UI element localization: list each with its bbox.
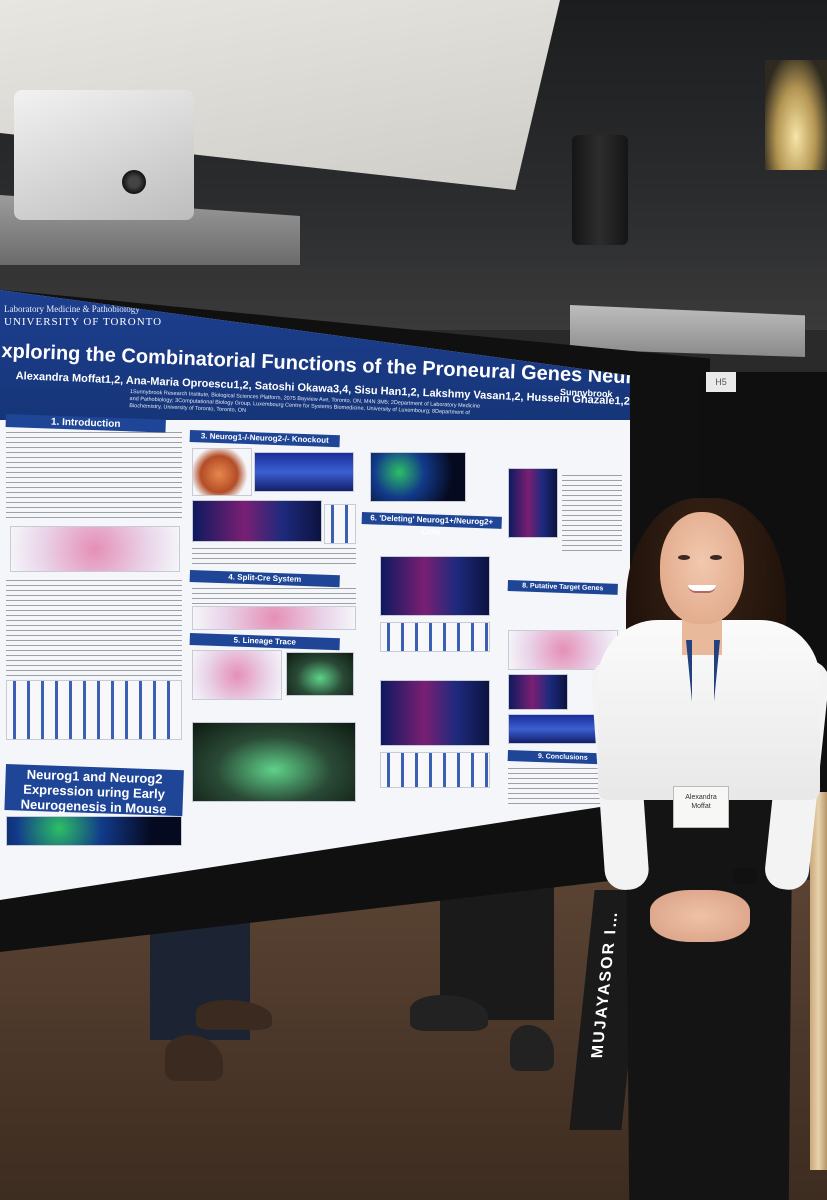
poster-department: Laboratory Medicine & Pathobiology xyxy=(4,304,140,314)
panel-right-top xyxy=(508,468,558,538)
right-column-text xyxy=(562,475,622,555)
cell-image-top xyxy=(370,452,466,502)
section-knockout: 3. Neurog1-/-Neurog2-/- Knockout xyxy=(189,430,340,448)
shoe-left xyxy=(165,1035,223,1081)
knockout-bar-chart xyxy=(324,504,356,544)
person-eye-right xyxy=(710,555,722,560)
projector xyxy=(14,90,194,220)
shoe-left-2 xyxy=(196,1000,272,1030)
knockout-embryo-image xyxy=(192,448,252,496)
expression-images xyxy=(6,816,182,846)
section-lineage-trace: 5. Lineage Trace xyxy=(189,633,340,651)
person-face xyxy=(660,512,744,624)
board-number-tag: H5 xyxy=(706,372,736,392)
sponsor-logo: Sunnybrook xyxy=(559,386,613,400)
shoe-right-2 xyxy=(510,1025,554,1071)
deleting-panels-b xyxy=(380,680,490,746)
section-target-genes: 8. Putative Target Genes xyxy=(507,580,618,595)
person-hands xyxy=(650,890,750,942)
section-expression: Neurog1 and Neurog2 Expression uring Ear… xyxy=(4,764,184,817)
lineage-panels xyxy=(192,722,356,802)
shoe-right xyxy=(410,995,488,1031)
intro-diagram xyxy=(10,526,180,572)
target-genes-stain xyxy=(508,674,568,710)
section-split-cre: 4. Split-Cre System xyxy=(189,570,340,588)
ceiling-speaker xyxy=(572,135,628,245)
smartwatch xyxy=(733,868,757,884)
projector-lens xyxy=(122,170,146,194)
intro-text-2 xyxy=(6,580,182,680)
deleting-bar-charts xyxy=(380,622,490,652)
lineage-construct-diagram xyxy=(192,650,282,700)
intro-neurogenesis-diagram xyxy=(6,680,182,740)
split-cre-diagram xyxy=(192,606,356,630)
badge-last-name: Moffat xyxy=(691,803,711,810)
knockout-caption xyxy=(192,548,356,566)
name-badge: Alexandra Moffat xyxy=(673,786,729,828)
deleting-panels-a xyxy=(380,556,490,616)
intro-text xyxy=(6,432,182,522)
knockout-brain-sections xyxy=(254,452,354,492)
section-deleting-cells: 6. 'Deleting' Neurog1+/Neurog2+ Cells xyxy=(361,512,502,537)
banner-text: MUJAYASOR I… xyxy=(588,910,622,1059)
deleting-bar-charts-2 xyxy=(380,752,490,788)
lineage-image xyxy=(286,652,354,696)
knockout-stain-panels xyxy=(192,500,322,542)
badge-first-name: Alexandra xyxy=(685,794,717,801)
chandelier xyxy=(765,60,827,170)
split-cre-text xyxy=(192,588,356,604)
person-smile xyxy=(688,585,716,593)
person-eye-left xyxy=(678,555,690,560)
poster-university: UNIVERSITY OF TORONTO xyxy=(4,316,163,328)
person-pants xyxy=(625,775,793,1200)
ceiling xyxy=(0,0,827,357)
research-poster: Laboratory Medicine & Pathobiology UNIVE… xyxy=(0,290,630,900)
